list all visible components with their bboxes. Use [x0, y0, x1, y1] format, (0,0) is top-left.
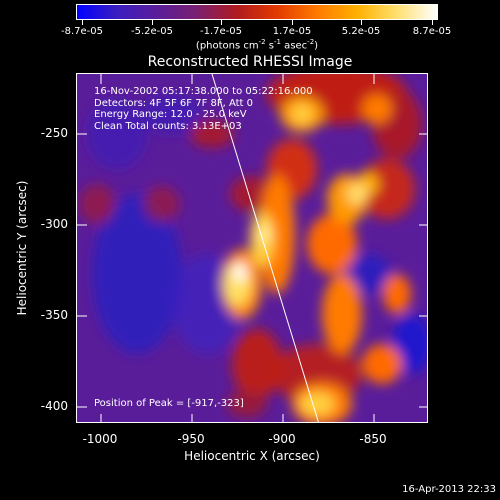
- colorbar-tick-mark: [152, 20, 153, 25]
- colorbar-tick-label: -8.7e-05: [61, 26, 103, 37]
- colorbar-ticks: [76, 20, 438, 26]
- x-tick-label: -900: [268, 432, 296, 446]
- rhessi-image: [77, 74, 427, 422]
- colorbar-tick-label: -1.7e-05: [200, 26, 242, 37]
- peak-position-label: Position of Peak = [-917,-323]: [94, 398, 244, 409]
- colorbar-tick-label: 5.2e-05: [341, 26, 381, 37]
- colorbar-tick-label: 1.7e-05: [272, 26, 312, 37]
- footer-timestamp: 16-Apr-2013 22:33: [402, 484, 496, 495]
- colorbar-tick-mark: [82, 20, 83, 25]
- x-tick-label: -850: [359, 432, 387, 446]
- colorbar-tick-mark: [361, 20, 362, 25]
- detectors-text: Detectors: 4F 5F 6F 7F 8F, Att 0: [94, 97, 254, 109]
- energy-range-text: Energy Range: 12.0 - 25.0 keV: [94, 109, 247, 120]
- time-range-text: 16-Nov-2002 05:17:38.000 to 05:22:16.000: [94, 86, 313, 97]
- colorbar-units: (photons cm-2 s-1 asec-2): [195, 38, 319, 52]
- colorbar: [76, 4, 438, 20]
- y-tick-label: -250: [40, 126, 68, 140]
- y-tick-label: -350: [40, 308, 68, 322]
- annotation-block: 16-Nov-2002 05:17:38.000 to 05:22:16.000…: [94, 86, 313, 132]
- x-tick-label: -950: [177, 432, 205, 446]
- plot-title: Reconstructed RHESSI Image: [147, 54, 353, 70]
- y-tick-label: -300: [40, 217, 68, 231]
- colorbar-tick-label: -5.2e-05: [131, 26, 173, 37]
- y-tick-label: -400: [40, 399, 68, 413]
- x-tick-label: -1000: [82, 432, 118, 446]
- colorbar-tick-mark: [221, 20, 222, 25]
- y-axis-title: Heliocentric Y (arcsec): [15, 180, 29, 316]
- colorbar-tick-mark: [432, 20, 433, 25]
- colorbar-gradient: [77, 5, 437, 19]
- clean-counts-text: Clean Total counts: 3.13E+03: [94, 120, 242, 132]
- colorbar-tick-label: 8.7e-05: [412, 26, 452, 37]
- image-plot-area: [76, 73, 428, 423]
- colorbar-tick-mark: [292, 20, 293, 25]
- x-axis-title: Heliocentric X (arcsec): [184, 449, 320, 463]
